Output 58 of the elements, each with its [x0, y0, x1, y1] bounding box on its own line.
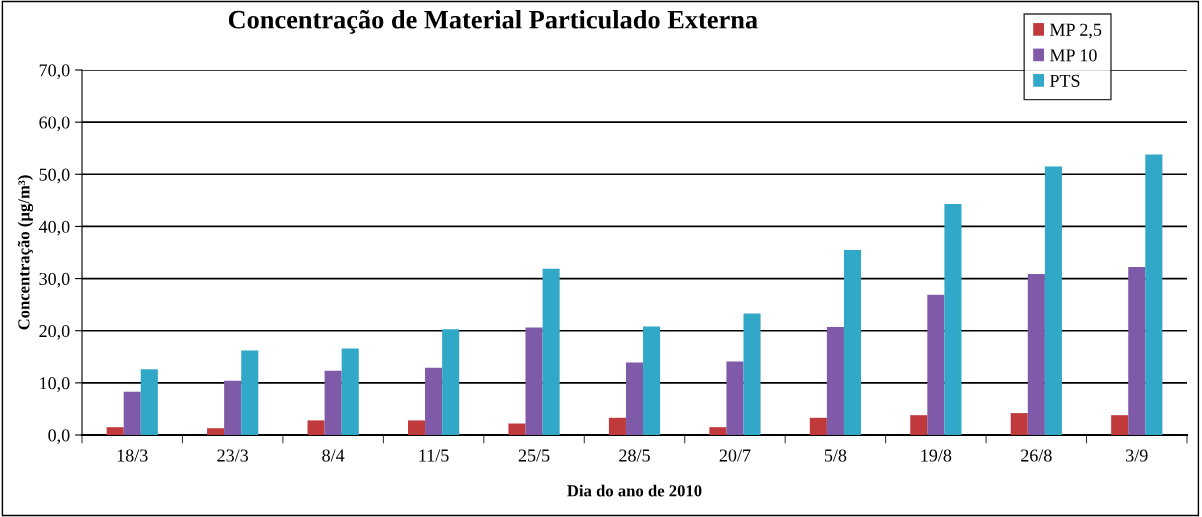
y-tick-label: 60,0 [39, 116, 70, 132]
y-tick-label: 40,0 [38, 220, 70, 236]
bar [927, 294, 945, 435]
x-tick-label: 28/5 [619, 449, 650, 462]
bar [1010, 413, 1028, 435]
bar [1044, 166, 1062, 435]
x-tick-label: 3/9 [1126, 449, 1148, 462]
bar [307, 420, 325, 435]
bar [944, 204, 962, 435]
bar [123, 391, 141, 435]
bar [608, 417, 626, 435]
bar [525, 327, 543, 435]
bar [442, 329, 460, 435]
bar [843, 249, 862, 435]
bar [207, 428, 225, 435]
y-tick-label: 50,0 [39, 168, 70, 184]
bar [826, 327, 844, 435]
bar [341, 348, 359, 435]
bar [542, 268, 560, 435]
y-tick-label: 70,0 [39, 64, 70, 80]
bar [1027, 273, 1045, 435]
y-tick-label: 0,0 [48, 429, 70, 445]
bar [743, 313, 761, 435]
x-tick-label: 8/4 [322, 449, 345, 462]
bar [709, 427, 727, 435]
y-tick-label: 10,0 [40, 377, 70, 392]
x-tick-label: 20/7 [719, 449, 751, 462]
x-axis-title: Dia do ano de 2010 [567, 484, 702, 497]
x-tick-label: 25/5 [518, 449, 550, 462]
bar [625, 362, 644, 435]
bar [508, 423, 526, 435]
bar [140, 369, 158, 435]
x-tick-label: 5/8 [824, 449, 847, 462]
y-axis-title: Concentração (µg/m³) [17, 175, 34, 330]
bar [106, 427, 124, 435]
y-tick-label: 30,0 [39, 272, 70, 288]
bar [407, 420, 426, 435]
bar [324, 370, 342, 435]
bar [1145, 154, 1163, 435]
legend-label: PTS [1049, 74, 1080, 87]
bar [809, 417, 827, 435]
bar [1128, 267, 1146, 435]
x-tick-label: 23/3 [217, 449, 249, 462]
chart-title: Concentração de Material Particulado Externa [228, 9, 758, 34]
bar [643, 326, 661, 435]
bar [726, 361, 744, 435]
x-tick-label: 19/8 [921, 449, 952, 462]
bar [910, 415, 928, 435]
legend-label: MP 2,5 [1049, 23, 1102, 39]
legend-label: MP 10 [1049, 49, 1097, 62]
x-tick-label: 26/8 [1021, 449, 1052, 462]
bar [425, 367, 443, 435]
bar [241, 350, 259, 435]
x-tick-label: 11/5 [419, 449, 449, 462]
bar [224, 380, 242, 435]
bar [1111, 415, 1129, 435]
x-tick-label: 18/3 [117, 449, 148, 462]
y-tick-label: 20,0 [39, 324, 70, 340]
